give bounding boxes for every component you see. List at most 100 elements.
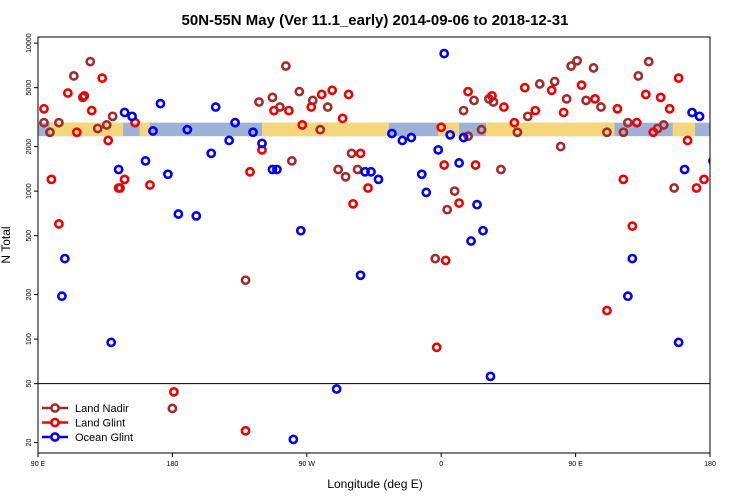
ocean-glint-point bbox=[466, 236, 476, 246]
land-nadir-point bbox=[92, 123, 103, 134]
ocean-glint-point bbox=[454, 158, 465, 168]
ocean-glint-point bbox=[173, 209, 184, 219]
land-nadir-point bbox=[512, 127, 523, 138]
land-glint-point bbox=[618, 174, 629, 185]
land-nadir-point bbox=[469, 95, 479, 106]
land-glint-point bbox=[297, 120, 308, 130]
ocean-glint-point bbox=[163, 169, 173, 180]
y-tick-label: 20 bbox=[26, 439, 33, 447]
land-glint-point bbox=[145, 180, 155, 190]
ocean-glint-point bbox=[148, 126, 158, 136]
land-nadir-point bbox=[39, 117, 49, 128]
land-glint-point bbox=[97, 73, 108, 84]
land-band-segment bbox=[262, 122, 389, 137]
plot-frame bbox=[37, 36, 711, 454]
land-glint-point bbox=[470, 160, 481, 170]
land-nadir-point bbox=[581, 95, 591, 106]
land-nadir-point bbox=[658, 120, 669, 130]
ocean-glint-point bbox=[295, 225, 306, 236]
ocean-glint-point bbox=[119, 107, 130, 118]
land-nadir-point bbox=[572, 55, 582, 66]
x-tick-label: 180 bbox=[704, 461, 716, 468]
land-glint-point bbox=[46, 174, 57, 185]
land-glint-point bbox=[71, 127, 82, 138]
land-glint-point bbox=[363, 183, 373, 193]
ocean-glint-point bbox=[673, 337, 684, 348]
land-nadir-point bbox=[476, 124, 487, 135]
ocean-glint-point bbox=[210, 102, 221, 112]
ocean-glint-point bbox=[387, 128, 397, 139]
ocean-glint-point bbox=[433, 144, 444, 155]
ocean-glint-point bbox=[485, 371, 496, 382]
ocean-glint-point bbox=[56, 291, 67, 302]
legend-marker-ocean-glint bbox=[50, 432, 60, 442]
land-glint-point bbox=[337, 113, 348, 124]
land-glint-point bbox=[519, 82, 530, 93]
y-tick-label: 50 bbox=[26, 380, 33, 388]
x-tick-label: 90 E bbox=[568, 461, 583, 468]
land-nadir-point bbox=[167, 403, 178, 414]
x-tick-label: 0 bbox=[439, 461, 443, 468]
land-band-segment bbox=[672, 122, 696, 137]
land-nadir-point bbox=[286, 156, 297, 166]
ocean-glint-point bbox=[355, 270, 366, 281]
land-nadir-point bbox=[254, 97, 264, 107]
land-glint-point bbox=[113, 183, 124, 193]
ocean-glint-point bbox=[708, 157, 710, 165]
land-nadir-point bbox=[602, 127, 612, 138]
land-nadir-point bbox=[267, 92, 278, 103]
ocean-glint-point bbox=[478, 225, 488, 236]
ocean-glint-point bbox=[416, 169, 427, 180]
land-glint-point bbox=[602, 305, 612, 316]
land-nadir-point bbox=[622, 117, 633, 128]
land-nadir-point bbox=[45, 127, 55, 138]
land-nadir-point bbox=[458, 105, 469, 116]
land-nadir-point bbox=[643, 56, 654, 67]
land-nadir-point bbox=[294, 86, 305, 97]
ocean-glint-point bbox=[421, 187, 432, 198]
land-band-segment bbox=[139, 122, 150, 137]
ocean-glint-point bbox=[59, 253, 70, 264]
land-glint-point bbox=[240, 425, 251, 436]
legend-label-land-glint: Land Glint bbox=[75, 418, 125, 430]
ocean-glint-point bbox=[406, 132, 417, 143]
y-axis: 20 50 100 200 500 1000 2000 5000 10000 bbox=[26, 33, 38, 446]
ocean-glint-point bbox=[439, 48, 450, 59]
land-glint-point bbox=[487, 90, 497, 101]
land-nadir-point bbox=[280, 61, 291, 71]
ocean-glint-point bbox=[113, 164, 124, 175]
land-glint-point bbox=[269, 105, 279, 116]
land-nadir-point bbox=[522, 111, 533, 122]
chart-title: 50N-55N May (Ver 11.1_early) 2014-09-06 … bbox=[182, 12, 569, 29]
land-nadir-point bbox=[430, 253, 441, 264]
ocean-glint-point bbox=[206, 148, 217, 159]
ocean-glint-point bbox=[458, 132, 469, 143]
land-glint-point bbox=[355, 148, 366, 159]
land-glint-point bbox=[245, 166, 255, 177]
land-glint-point bbox=[306, 102, 317, 112]
land-glint-point bbox=[612, 103, 623, 114]
x-axis-label: Longitude (deg E) bbox=[327, 477, 422, 491]
land-glint-point bbox=[655, 92, 666, 103]
x-axis: 90 E 180 90 W 0 90 E 180 bbox=[31, 453, 716, 468]
ocean-glint-point bbox=[288, 434, 299, 445]
land-glint-point bbox=[509, 117, 520, 128]
y-axis-label: N Total bbox=[0, 226, 13, 263]
land-glint-point bbox=[699, 174, 709, 185]
land-glint-point bbox=[431, 342, 442, 353]
land-nadir-point bbox=[333, 164, 344, 175]
land-nadir-point bbox=[68, 71, 79, 81]
land-glint-point bbox=[682, 135, 693, 146]
land-ocean-band bbox=[38, 122, 710, 137]
land-nadir-point bbox=[442, 204, 453, 215]
ocean-glint-point bbox=[248, 127, 258, 138]
land-glint-point bbox=[62, 88, 73, 98]
land-nadir-point bbox=[85, 56, 96, 67]
land-glint-point bbox=[39, 103, 49, 114]
land-glint-point bbox=[439, 160, 450, 170]
land-nadir-point bbox=[496, 164, 506, 175]
data-points bbox=[39, 48, 710, 445]
legend-marker-land-glint bbox=[50, 417, 60, 428]
